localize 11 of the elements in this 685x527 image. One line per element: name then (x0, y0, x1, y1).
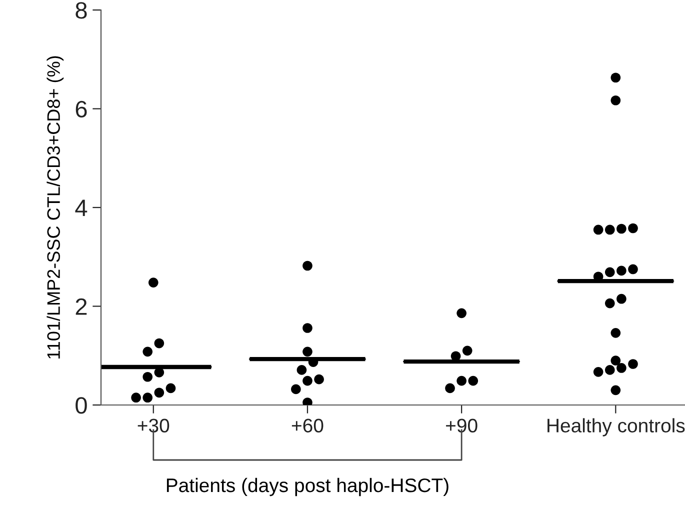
y-tick-label: 6 (76, 100, 87, 118)
x-axis-title: Patients (days post haplo-HSCT) (166, 478, 448, 496)
y-tick-label: 0 (76, 397, 87, 414)
x-tick-label: +60 (292, 418, 324, 432)
y-axis-title: 1101/LMP2-SSC CTL/CD3+CD8+ (%) (46, 56, 64, 358)
y-tick-label: 8 (76, 2, 87, 19)
y-tick-label: 4 (75, 200, 88, 216)
x-tick-label: +30 (138, 418, 170, 432)
y-tick-label: 2 (76, 298, 87, 315)
x-tick-label: +90 (446, 418, 478, 432)
x-tick-label: Healthy controls (548, 418, 685, 436)
